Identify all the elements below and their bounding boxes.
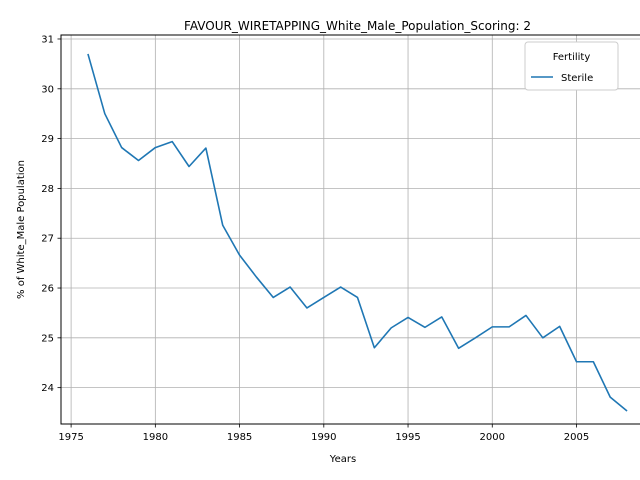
y-tick-label: 26 xyxy=(41,284,54,295)
grid xyxy=(61,35,640,424)
x-axis: 1975 1980 1985 1990 1995 2000 2005 xyxy=(58,424,589,443)
y-axis: 24 25 26 27 28 29 30 31 xyxy=(41,34,61,394)
x-tick-label: 1975 xyxy=(58,432,83,443)
y-tick-label: 27 xyxy=(41,234,54,245)
legend-frame xyxy=(524,41,619,91)
y-tick-label: 29 xyxy=(41,134,54,145)
y-axis-label: % of White_Male Population xyxy=(16,160,27,299)
y-tick-label: 28 xyxy=(41,184,54,195)
x-tick-label: 2000 xyxy=(480,432,505,443)
series-line-sterile xyxy=(87,53,628,412)
y-tick-label: 25 xyxy=(41,333,54,344)
axes-frame xyxy=(60,34,640,425)
x-tick-label: 1995 xyxy=(395,432,420,443)
x-tick-label: 1980 xyxy=(143,432,168,443)
legend: Fertility Sterile xyxy=(524,41,619,91)
y-tick-label: 31 xyxy=(41,34,54,45)
x-axis-label: Years xyxy=(329,454,356,465)
legend-entry-sterile: Sterile xyxy=(561,73,593,84)
x-tick-label: 2005 xyxy=(564,432,589,443)
chart-title: FAVOUR_WIRETAPPING_White_Male_Population… xyxy=(184,19,531,33)
plot-area xyxy=(87,53,628,412)
y-tick-label: 30 xyxy=(41,84,54,95)
x-tick-label: 1990 xyxy=(311,432,336,443)
y-tick-label: 24 xyxy=(41,383,54,394)
legend-title: Fertility xyxy=(553,52,591,63)
x-tick-label: 1985 xyxy=(227,432,252,443)
